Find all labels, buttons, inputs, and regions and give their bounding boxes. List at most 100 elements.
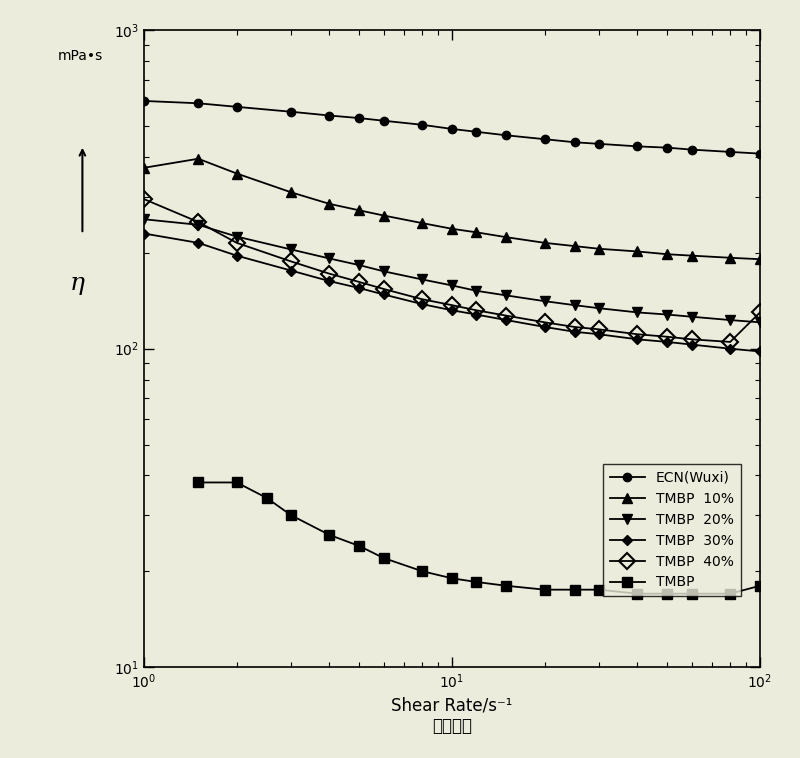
TMBP [540,585,550,594]
TMBP  40% [418,295,427,304]
TMBP  30% [471,310,481,319]
ECN(Wuxi) [633,142,642,151]
TMBP  20% [633,308,642,317]
ECN(Wuxi) [232,102,242,111]
TMBP  10% [194,154,203,163]
TMBP  20% [418,275,427,284]
Text: mPa•s: mPa•s [58,49,103,64]
TMBP  20% [594,304,604,313]
TMBP  20% [540,296,550,305]
TMBP  40% [687,335,697,344]
TMBP  30% [379,290,389,299]
ECN(Wuxi) [726,147,735,156]
ECN(Wuxi) [471,127,481,136]
Text: η: η [70,272,85,296]
TMBP  20% [286,245,296,254]
TMBP  20% [379,267,389,276]
TMBP  40% [726,337,735,346]
TMBP  10% [232,169,242,178]
TMBP  30% [286,266,296,275]
TMBP  10% [354,205,364,215]
TMBP  30% [540,322,550,331]
TMBP  20% [687,312,697,321]
TMBP  20% [325,254,334,263]
TMBP [286,511,296,520]
TMBP  40% [354,277,364,287]
TMBP  40% [447,301,457,310]
TMBP  10% [570,242,579,251]
TMBP  20% [194,221,203,230]
TMBP  10% [755,255,765,264]
ECN(Wuxi) [687,145,697,154]
TMBP  10% [379,211,389,220]
TMBP  10% [633,247,642,256]
TMBP  30% [232,251,242,260]
ECN(Wuxi) [502,130,511,139]
TMBP [262,493,271,503]
TMBP  40% [633,330,642,339]
ECN(Wuxi) [570,138,579,147]
TMBP  20% [755,318,765,327]
TMBP  40% [540,318,550,327]
TMBP  30% [662,337,672,346]
ECN(Wuxi) [194,99,203,108]
TMBP  40% [570,322,579,331]
TMBP [232,478,242,487]
TMBP  40% [594,325,604,334]
TMBP  30% [570,327,579,337]
TMBP  40% [662,332,672,341]
TMBP  30% [354,283,364,293]
TMBP  20% [447,281,457,290]
ECN(Wuxi) [540,135,550,144]
TMBP  30% [755,347,765,356]
ECN(Wuxi) [594,139,604,149]
TMBP  40% [194,218,203,227]
TMBP  10% [726,253,735,262]
TMBP  40% [325,269,334,278]
TMBP [687,589,697,598]
TMBP  40% [139,195,149,204]
Line: TMBP  40%: TMBP 40% [138,193,766,347]
TMBP  10% [594,244,604,253]
Line: TMBP: TMBP [194,478,765,599]
ECN(Wuxi) [755,149,765,158]
TMBP  20% [232,232,242,241]
TMBP  20% [139,215,149,224]
TMBP  10% [662,249,672,258]
TMBP  10% [447,224,457,233]
TMBP [325,531,334,540]
ECN(Wuxi) [379,116,389,125]
TMBP [354,541,364,550]
ECN(Wuxi) [325,111,334,120]
TMBP  30% [194,238,203,247]
ECN(Wuxi) [286,107,296,116]
Line: ECN(Wuxi): ECN(Wuxi) [140,97,764,158]
TMBP [726,589,735,598]
TMBP [418,567,427,576]
TMBP [570,585,579,594]
ECN(Wuxi) [354,114,364,123]
TMBP  30% [325,277,334,286]
TMBP  40% [379,284,389,293]
ECN(Wuxi) [418,121,427,130]
Line: TMBP  20%: TMBP 20% [139,215,765,327]
Line: TMBP  10%: TMBP 10% [139,154,765,264]
TMBP  20% [471,287,481,296]
TMBP [594,585,604,594]
TMBP  10% [325,199,334,208]
TMBP  40% [471,305,481,315]
TMBP  10% [286,188,296,197]
Line: TMBP  30%: TMBP 30% [141,230,763,355]
TMBP [194,478,203,487]
TMBP  30% [633,335,642,344]
TMBP  40% [755,308,765,317]
TMBP  30% [687,340,697,349]
TMBP  30% [447,305,457,315]
TMBP [755,581,765,590]
ECN(Wuxi) [662,143,672,152]
TMBP  40% [232,238,242,247]
TMBP [662,589,672,598]
TMBP  10% [139,163,149,172]
X-axis label: Shear Rate/s⁻¹
剪切速率: Shear Rate/s⁻¹ 剪切速率 [391,696,513,735]
TMBP [471,578,481,587]
